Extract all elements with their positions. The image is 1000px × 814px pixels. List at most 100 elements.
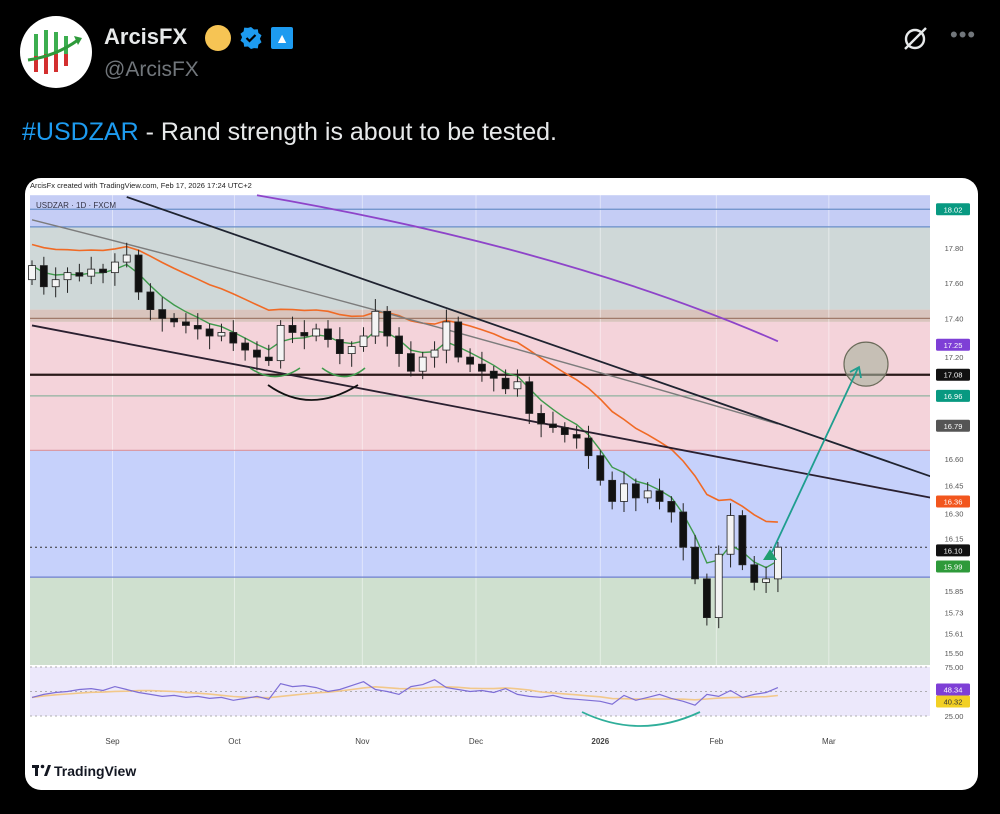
candle-body (335, 339, 344, 354)
candle-body (667, 501, 676, 513)
candle-body (264, 356, 273, 362)
grok-icon[interactable] (900, 24, 930, 54)
tradingview-logo: TradingView (32, 763, 136, 779)
chart-svg: 18.02 17.80 17.60 17.40 17.25 17.20 17.08 16.96… (28, 181, 978, 779)
candle-body (560, 427, 569, 435)
candle-body (584, 437, 593, 457)
handle[interactable]: @ArcisFX (104, 58, 199, 81)
tradingview-brand: TradingView (54, 763, 136, 779)
candle-body (714, 553, 723, 618)
x-tick-label: Oct (228, 737, 241, 746)
x-tick-label: 2026 (591, 737, 609, 746)
candle-body (430, 349, 439, 358)
price-badge (936, 368, 970, 381)
candle-body (442, 321, 451, 351)
x-tick-label: Feb (709, 737, 723, 746)
rocket-icon: ▲ (271, 27, 293, 49)
price-zone (30, 450, 930, 578)
rsi-badge-text: 48.34 (944, 686, 963, 695)
trendline (31, 324, 933, 499)
gold-badge-icon (205, 25, 231, 51)
y-tick-label: 17.40 (945, 314, 964, 323)
cup-arc (267, 384, 359, 401)
candle-body (241, 342, 250, 351)
candle-body (738, 515, 747, 566)
price-badge (936, 419, 970, 432)
display-name[interactable]: ArcisFX (104, 24, 188, 49)
y-tick-label: 17.80 (945, 244, 964, 253)
candle-body (28, 265, 36, 281)
price-badge-text: 16.10 (944, 546, 963, 555)
avatar[interactable] (20, 16, 92, 88)
entry-arrow-icon (763, 549, 777, 560)
candle-body (418, 356, 427, 372)
bottom-arc (321, 367, 366, 378)
x-tick-label: Dec (469, 737, 483, 746)
y-tick-label: 15.73 (945, 608, 964, 617)
price-badge-text: 16.36 (944, 497, 963, 506)
candle-body (643, 490, 652, 499)
candle-body (679, 511, 688, 548)
candle-body (762, 578, 770, 583)
candle-body (383, 310, 392, 337)
candle-body (655, 490, 664, 502)
candle-body (620, 483, 628, 502)
avatar-candlestick-logo (27, 30, 82, 74)
candle-body (537, 413, 546, 425)
price-badge (936, 560, 970, 573)
candle-body (182, 321, 190, 326)
candle-body (229, 332, 238, 344)
candle-body (63, 272, 72, 281)
x-tick-label: Nov (355, 737, 369, 746)
tweet-text: #USDZAR - Rand strength is about to be t… (22, 118, 557, 147)
price-badge-text: 16.96 (944, 392, 963, 401)
candle-body (205, 328, 214, 337)
candle-body (513, 381, 522, 390)
y-tick-label: 16.15 (945, 534, 964, 543)
target-circle (843, 341, 889, 387)
candle-body (253, 349, 261, 358)
candle-body (312, 328, 321, 337)
rsi-moving-average (31, 685, 778, 701)
y-tick-label: 15.61 (945, 629, 964, 638)
candle-body (726, 515, 735, 555)
y-tick-label: 15.50 (945, 649, 964, 658)
rsi-badge-text: 40.32 (944, 698, 963, 707)
price-badge-text: 15.99 (944, 563, 963, 572)
candle-body (691, 546, 699, 580)
candle-body (750, 564, 759, 583)
candle-body (217, 332, 226, 337)
candle-body (702, 578, 711, 619)
candle-body (87, 268, 96, 277)
y-tick-label: 17.20 (945, 353, 964, 362)
more-icon[interactable]: ••• (950, 22, 977, 47)
symbol-label: USDZAR · 1D · FXCM (36, 201, 116, 210)
verified-icon (240, 27, 262, 49)
y-tick-label: 16.60 (945, 455, 964, 464)
candle-body (300, 332, 309, 337)
candle-body (324, 328, 332, 340)
price-zone (30, 577, 930, 666)
hashtag-link[interactable]: #USDZAR (22, 118, 139, 146)
candle-body (525, 381, 534, 414)
gray-moving-average (31, 219, 779, 425)
price-badge (936, 389, 970, 402)
y-tick-label: 16.45 (945, 482, 964, 491)
rsi-badge (936, 695, 970, 708)
candle-body (99, 268, 107, 274)
candle-body (395, 335, 403, 355)
bottom-arc (249, 367, 301, 378)
arrow-head (849, 365, 862, 379)
candle-body (406, 353, 415, 372)
fast-moving-average (31, 263, 779, 569)
candle-body (193, 325, 202, 330)
price-zone (30, 321, 930, 451)
candle-body (158, 309, 167, 319)
candle-body (454, 321, 463, 358)
candle-body (359, 335, 368, 347)
price-zone (30, 195, 930, 227)
chart-image[interactable]: 18.02 17.80 17.60 17.40 17.25 17.20 17.08 16.96… (25, 178, 978, 790)
candle-body (774, 546, 782, 580)
x-tick-label: Sep (105, 737, 120, 746)
trendline (126, 196, 933, 478)
